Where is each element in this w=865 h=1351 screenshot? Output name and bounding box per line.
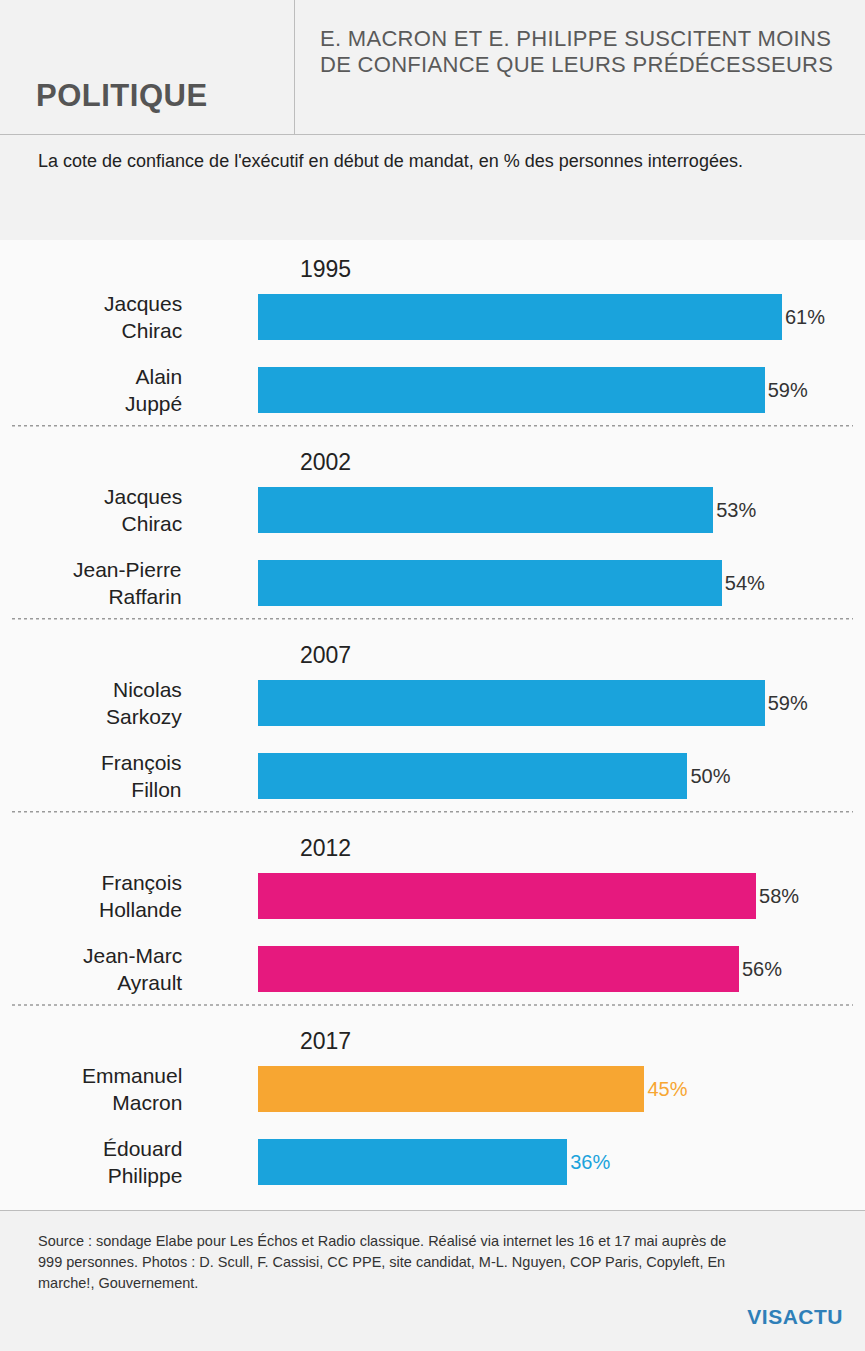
svg-text:58%: 58%: [759, 885, 799, 907]
svg-text:45%: 45%: [647, 1078, 687, 1100]
html-text:La cote de confiance de l'exéc: La cote de confiance de l'exécutif en dé…: [38, 151, 743, 171]
svg-text:61%: 61%: [785, 306, 825, 328]
svg-text:59%: 59%: [768, 692, 808, 714]
html-text:POLITIQUE: POLITIQUE: [36, 78, 208, 113]
html-text:VISACTU: VISACTU: [747, 1305, 843, 1328]
svg-text:1995: 1995: [300, 256, 351, 282]
svg-text:50%: 50%: [690, 765, 730, 787]
svg-text:Jean-PierreRaffarin: Jean-PierreRaffarin: [73, 558, 182, 608]
svg-text:EmmanuelMacron: EmmanuelMacron: [82, 1064, 182, 1114]
svg-text:2012: 2012: [300, 835, 351, 861]
svg-text:2017: 2017: [300, 1028, 351, 1054]
svg-text:54%: 54%: [725, 572, 765, 594]
svg-text:59%: 59%: [768, 379, 808, 401]
svg-text:2007: 2007: [300, 642, 351, 668]
svg-text:NicolasSarkozy: NicolasSarkozy: [106, 678, 182, 728]
svg-text:ÉdouardPhilippe: ÉdouardPhilippe: [103, 1137, 182, 1187]
svg-text:FrançoisFillon: FrançoisFillon: [101, 751, 182, 801]
svg-text:JacquesChirac: JacquesChirac: [104, 485, 182, 535]
html-text:E. MACRON ET E. PHILIPPE SUSCI: E. MACRON ET E. PHILIPPE SUSCITENT MOINS…: [320, 26, 834, 77]
svg-text:Jean-MarcAyrault: Jean-MarcAyrault: [83, 944, 182, 994]
svg-text:2002: 2002: [300, 449, 351, 475]
svg-text:FrançoisHollande: FrançoisHollande: [99, 871, 182, 921]
svg-text:AlainJuppé: AlainJuppé: [125, 365, 182, 415]
svg-text:36%: 36%: [570, 1151, 610, 1173]
html-text:Source : sondage Elabe pour Le: Source : sondage Elabe pour Les Échos et…: [38, 1233, 727, 1291]
svg-text:53%: 53%: [716, 499, 756, 521]
svg-text:56%: 56%: [742, 958, 782, 980]
svg-text:JacquesChirac: JacquesChirac: [104, 292, 182, 342]
